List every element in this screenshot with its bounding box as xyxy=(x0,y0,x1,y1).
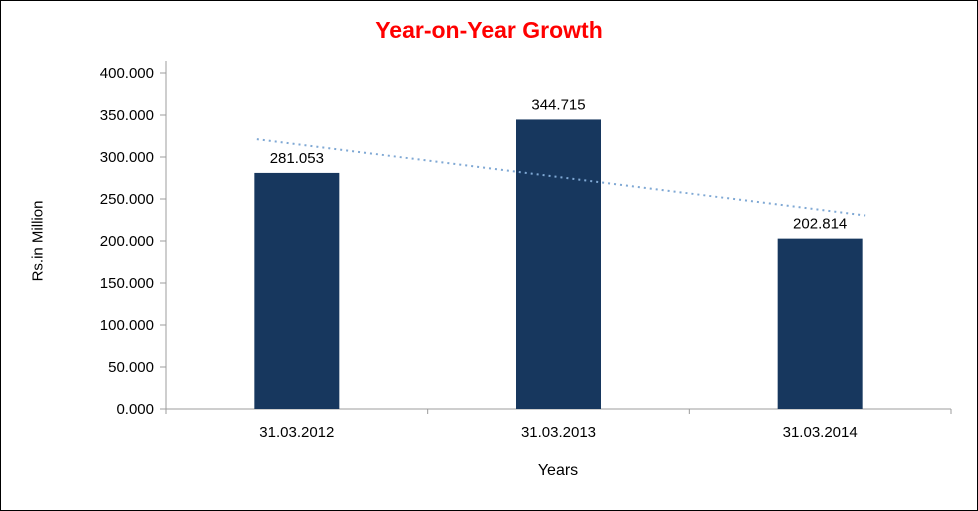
bar-value-label: 281.053 xyxy=(270,150,324,167)
bar-31.03.2012 xyxy=(254,172,340,409)
y-tick-label: 0.000 xyxy=(116,401,154,418)
bar-value-label: 344.715 xyxy=(531,96,585,113)
y-tick-label: 150.000 xyxy=(100,275,154,292)
y-tick-label: 100.000 xyxy=(100,317,154,334)
y-tick-label: 50.000 xyxy=(108,359,154,376)
bar-value-label: 202.814 xyxy=(793,216,847,233)
y-tick-label: 400.000 xyxy=(100,65,154,82)
y-tick-label: 200.000 xyxy=(100,233,154,250)
bar-31.03.2013 xyxy=(516,119,601,410)
chart-title: Year-on-Year Growth xyxy=(375,17,603,43)
x-tick-label: 31.03.2013 xyxy=(521,424,596,441)
x-tick-label: 31.03.2012 xyxy=(259,424,334,441)
bar-31.03.2014 xyxy=(777,238,863,409)
y-tick-label: 350.000 xyxy=(100,107,154,124)
y-tick-label: 300.000 xyxy=(100,149,154,166)
y-tick-label: 250.000 xyxy=(100,191,154,208)
y-axis-title: Rs.in Million xyxy=(29,200,47,282)
x-tick-label: 31.03.2014 xyxy=(783,424,858,441)
trendline xyxy=(256,138,866,217)
x-axis-title: Years xyxy=(537,462,579,479)
